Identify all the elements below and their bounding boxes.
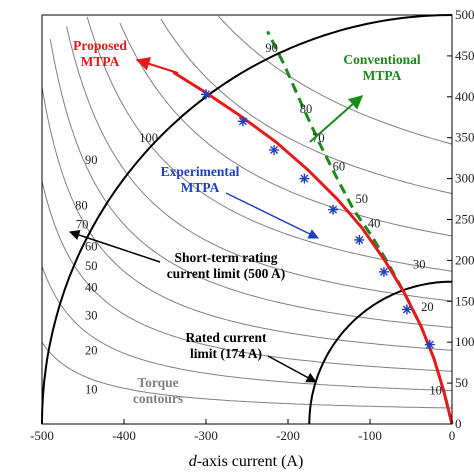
torque-label-inner-40: 40 (368, 217, 381, 231)
x-tick-label--500: -500 (30, 428, 54, 443)
x-axis-label-italic: d (189, 453, 198, 470)
rated-limit-label-line1: Rated current (185, 330, 267, 345)
torque-label-left-40: 40 (85, 280, 98, 294)
x-tick-label--100: -100 (358, 428, 382, 443)
experimental-marker-5 (328, 204, 339, 215)
experimental-marker-1 (201, 89, 211, 100)
conventional-label-line2: MTPA (363, 68, 402, 83)
torque-label-inner-60: 60 (333, 159, 346, 173)
torque-contour-20 (41, 266, 453, 391)
y-tick-label-300: 300 (455, 171, 474, 186)
annotations: Proposed MTPA Conventional MTPA Experime… (73, 38, 421, 406)
short-term-limit-arrow (69, 230, 161, 263)
torque-contour-80 (119, 22, 453, 237)
short-term-limit-label-line2: current limit (500 A) (167, 266, 286, 281)
torque-label-inner-50: 50 (356, 192, 369, 206)
torque-label-inner-90: 90 (265, 41, 278, 55)
torque-contour-labels: 10 20 30 40 50 60 70 80 90 100 10 20 30 40 50 60 70 80 90 (75, 41, 442, 398)
experimental-arrow (225, 192, 319, 239)
experimental-label-line2: MTPA (181, 180, 220, 195)
proposed-label-line1: Proposed (73, 38, 127, 53)
experimental-marker-7 (378, 266, 389, 277)
x-axis-label-rest: -axis current (A) (197, 453, 304, 470)
torque-contour-10 (41, 342, 453, 409)
torque-contour-100 (217, 15, 453, 145)
experimental-label-line1: Experimental (161, 164, 240, 179)
torque-label-left-70: 70 (76, 217, 89, 231)
torque-contour-40 (41, 87, 453, 351)
y-tick-label-200: 200 (455, 252, 474, 267)
y-tick-label-150: 150 (455, 293, 474, 308)
y-tick-label-450: 450 (455, 48, 474, 63)
x-tick-label-0: 0 (449, 428, 456, 443)
experimental-marker-6 (354, 234, 365, 245)
torque-label-inner-30: 30 (413, 258, 426, 272)
short-term-current-limit-arc (41, 14, 453, 425)
conventional-label-line1: Conventional (343, 52, 421, 67)
rated-limit-arrow (267, 355, 317, 383)
y-tick-label-350: 350 (455, 130, 474, 145)
torque-contours (41, 15, 453, 409)
torque-label-inner-70: 70 (312, 131, 325, 145)
short-term-limit-label-line1: Short-term rating (174, 250, 277, 265)
annotation-arrows (69, 57, 364, 383)
axes: -500 -400 -300 -200 -100 00 50 100 150 200 250 300 3… (30, 7, 474, 443)
torque-label-left-20: 20 (85, 343, 98, 357)
proposed-mtpa-line (172, 70, 454, 425)
torque-contour-70 (86, 16, 453, 272)
torque-label-inner-10: 10 (429, 384, 442, 398)
y-tick-label-100: 100 (455, 334, 474, 349)
torque-contour-90 (160, 18, 453, 195)
x-tick-label--300: -300 (194, 428, 218, 443)
y-tick-label-500: 500 (455, 7, 474, 22)
torque-contours-label-line1: Torque (137, 375, 178, 390)
x-tick-label--200: -200 (276, 428, 300, 443)
torque-label-left-60: 60 (85, 240, 98, 254)
y-tick-label-0: 0 (455, 416, 462, 431)
experimental-markers (201, 89, 435, 350)
proposed-label-line2: MTPA (81, 54, 120, 69)
torque-label-inner-20: 20 (421, 300, 434, 314)
x-axis-label: d-axis current (A) (189, 453, 304, 470)
torque-label-inner-80: 80 (300, 102, 313, 116)
torque-label-left-10: 10 (85, 383, 98, 397)
conventional-arrow (309, 95, 364, 143)
torque-label-left-80: 80 (75, 199, 88, 213)
mtpa-series (172, 30, 454, 425)
experimental-marker-2 (237, 116, 248, 127)
torque-label-left-50: 50 (85, 259, 98, 273)
proposed-arrow (135, 57, 179, 74)
x-tick-label--400: -400 (112, 428, 136, 443)
torque-contours-label-line2: contours (133, 391, 183, 406)
experimental-marker-4 (299, 173, 310, 184)
torque-contour-50 (49, 39, 453, 328)
experimental-marker-9 (424, 339, 435, 350)
y-tick-label-400: 400 (455, 89, 474, 104)
experimental-marker-8 (401, 304, 412, 315)
torque-contour-60 (66, 26, 453, 302)
torque-label-left-100: 100 (139, 131, 158, 145)
current-limits (41, 14, 453, 425)
experimental-marker-3 (269, 144, 280, 155)
y-tick-label-50: 50 (455, 375, 468, 390)
y-tick-label-250: 250 (455, 212, 474, 227)
torque-contour-30 (41, 181, 453, 372)
rated-current-limit-arc (308, 280, 452, 424)
torque-label-left-90: 90 (85, 153, 98, 167)
rated-limit-label-line2: limit (174 A) (190, 346, 262, 361)
torque-label-left-30: 30 (85, 308, 98, 322)
